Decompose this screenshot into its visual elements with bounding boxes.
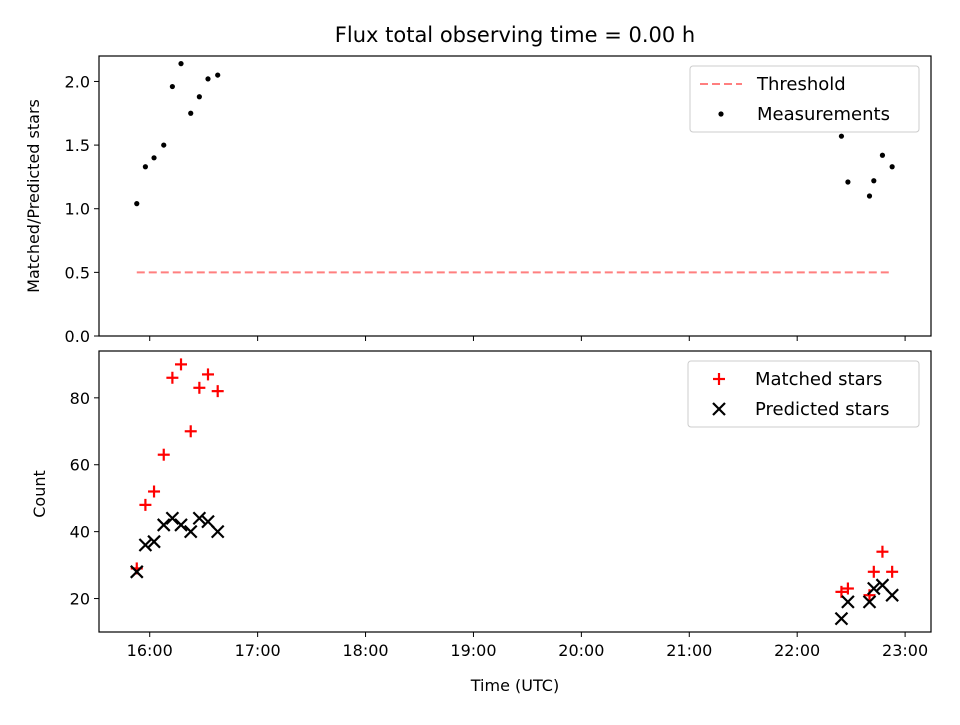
y-tick-label: 20 [70,590,90,609]
predicted-stars-point [885,588,899,602]
measurement-point [188,110,194,116]
matched-stars-point [184,425,197,438]
measurement-point [889,164,895,170]
predicted-stars-point [192,511,207,526]
predicted-stars-point [867,581,881,596]
top-y-ticks: 0.0 0.5 1.0 1.5 2.0 [65,72,99,346]
legend-predicted-label: Predicted stars [755,399,889,420]
measurement-point [134,201,140,207]
matched-stars-point [841,582,854,595]
x-tick-label: 16:00 [127,641,173,660]
x-tick-label: 22:00 [774,641,820,660]
bottom-legend: Matched stars Predicted stars [687,360,920,428]
measurement-point [215,72,221,78]
legend-threshold-label: Threshold [756,74,846,95]
legend-predicted-swatch [712,402,726,416]
predicted-stars-point [862,595,877,609]
matched-stars-point [835,585,848,598]
y-tick-label: 0.0 [65,327,90,346]
matched-stars-point [139,498,152,511]
bottom-x-ticks: 16:00 17:00 18:00 19:00 20:00 21:00 22:00 23:00 [127,632,928,660]
matched-stars-point [211,385,224,398]
legend-measurements-label: Measurements [757,104,890,125]
bottom-axes-frame [98,350,932,633]
predicted-stars-point [183,524,198,539]
measurement-point [151,155,157,161]
measurement-point [205,76,211,82]
top-legend: Threshold Measurements [689,65,920,133]
predicted-stars-point [210,524,225,539]
measurement-point [196,94,202,100]
measurement-point [866,193,873,199]
y-tick-label: 40 [70,523,90,542]
top-y-axis-label: Matched/Predicted stars [24,99,43,293]
legend-measurements-swatch [718,111,724,117]
predicted-stars-point [147,534,161,549]
x-axis-label: Time (UTC) [470,676,559,695]
top-axes-frame [98,55,932,337]
x-tick-label: 23:00 [882,641,928,660]
bottom-y-axis-label: Count [30,470,49,518]
matched-stars-point [876,545,889,558]
x-tick-label: 18:00 [342,641,388,660]
y-tick-label: 0.5 [65,263,90,282]
measurement-point [142,164,149,170]
predicted-stars-point [156,518,171,532]
legend-matched-label: Matched stars [755,369,882,390]
predicted-stars-point [165,511,180,526]
measurement-point [161,142,167,148]
measurement-point [845,179,851,185]
y-tick-label: 60 [70,456,90,475]
matched-stars-point [193,381,206,394]
top-x-ticks [149,336,906,341]
matched-stars-point [175,358,188,371]
predicted-stars-point [174,518,188,532]
matched-stars-point [867,565,880,578]
measurement-point [879,152,886,158]
x-tick-label: 17:00 [235,641,281,660]
measurement-point [169,83,175,90]
bottom-y-ticks: 20 40 60 80 [70,389,99,609]
matched-stars-point [166,371,179,384]
predicted-stars-point [129,565,144,579]
matched-stars-point [886,565,899,578]
y-tick-label: 1.0 [65,200,90,219]
top-panel: 0.00.51.01.52.0 Matched/Predicted stars … [24,55,932,346]
top-plot-area [134,61,895,274]
matched-stars-point [157,448,170,461]
predicted-stars-point [138,538,153,552]
x-tick-label: 21:00 [666,641,712,660]
top-legend-box [689,65,920,133]
x-tick-label: 19:00 [450,641,496,660]
matched-stars-point [148,485,161,498]
matched-stars-point [201,368,214,381]
predicted-stars-point [841,595,855,609]
measurement-point [178,61,184,67]
predicted-stars-point [834,611,849,626]
y-tick-label: 1.5 [65,136,90,155]
x-tick-label: 20:00 [558,641,604,660]
y-tick-label: 80 [70,389,90,408]
measurement-point [871,178,877,184]
y-tick-label: 2.0 [65,72,90,91]
bottom-plot-area [129,358,899,626]
legend-matched-swatch [713,373,725,385]
bottom-panel: 20 40 60 80 16:00 17:00 18:00 19:00 20:00 21:00 2… [30,350,932,695]
bottom-legend-box [687,360,920,428]
chart-title: Flux total observing time = 0.00 h [335,23,695,47]
measurement-point [838,133,845,139]
matched-stars-point [863,589,876,602]
